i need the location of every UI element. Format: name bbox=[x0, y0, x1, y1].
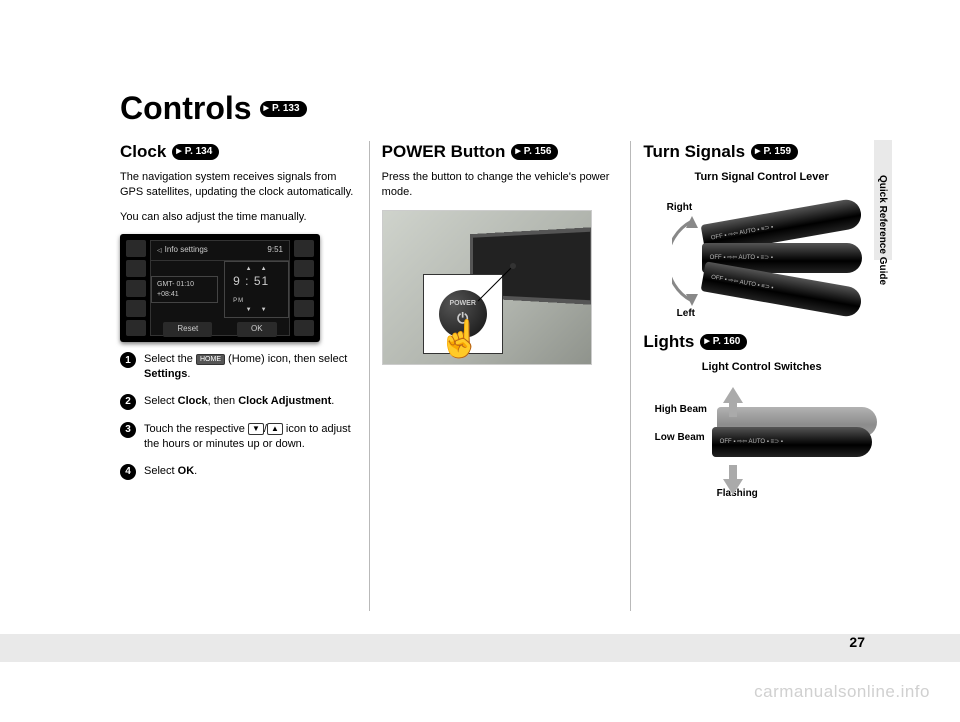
turn-lever-illustration: Right Left OFF ▪ ⇨⇦ AUTO ▪ ≡⊃ ▪ OFF ▪ ⇨⇦… bbox=[657, 191, 867, 321]
turn-arc bbox=[672, 216, 702, 306]
step-num-icon: 2 bbox=[120, 394, 136, 410]
lights-page-ref: P. 160 bbox=[700, 334, 747, 350]
power-para: Press the button to change the vehicle's… bbox=[382, 170, 619, 200]
lights-lever-illustration: High Beam Low Beam Flashing OFF ▪ ⇨⇦ AUT… bbox=[657, 381, 867, 511]
turn-heading-text: Turn Signals bbox=[643, 141, 745, 164]
step-4: 4 Select OK. bbox=[120, 464, 357, 480]
callout-line bbox=[383, 211, 592, 365]
side-label: Quick Reference Guide bbox=[877, 175, 888, 285]
step-1: 1 Select the HOME (Home) icon, then sele… bbox=[120, 352, 357, 382]
col-signals: Turn Signals P. 159 Turn Signal Control … bbox=[630, 141, 880, 611]
info-reset: Reset bbox=[163, 322, 212, 337]
step-2: 2 Select Clock, then Clock Adjustment. bbox=[120, 394, 357, 410]
info-gmt: GMT- 01:10 +08:41 bbox=[151, 276, 218, 303]
lights-heading: Lights P. 160 bbox=[643, 331, 880, 354]
watermark: carmanualsonline.info bbox=[754, 682, 930, 702]
info-top-left: Info settings bbox=[165, 245, 208, 256]
page-number: 27 bbox=[849, 634, 865, 650]
step-num-icon: 1 bbox=[120, 352, 136, 368]
col-power: POWER Button P. 156 Press the button to … bbox=[369, 141, 631, 611]
page-title: Controls P. 133 bbox=[120, 90, 880, 127]
col-clock: Clock P. 134 The navigation system recei… bbox=[120, 141, 369, 611]
info-time: ▲ ▲ 9 : 51 PM ▼ ▼ bbox=[224, 261, 289, 318]
power-illustration: POWER ⏻ ☝ bbox=[382, 210, 592, 365]
step-num-icon: 3 bbox=[120, 422, 136, 438]
turn-caption: Turn Signal Control Lever bbox=[643, 170, 880, 185]
home-icon: HOME bbox=[196, 354, 225, 365]
content-columns: Clock P. 134 The navigation system recei… bbox=[120, 141, 880, 611]
turn-page-ref: P. 159 bbox=[751, 144, 798, 160]
turn-heading: Turn Signals P. 159 bbox=[643, 141, 880, 164]
step-num-icon: 4 bbox=[120, 464, 136, 480]
clock-page-ref: P. 134 bbox=[172, 144, 219, 160]
infotainment-mock: ◁Info settings 9:51 GMT- 01:10 +08:41 ▲ … bbox=[120, 234, 320, 342]
step-3: 3 Touch the respective ▼/▲ icon to adjus… bbox=[120, 422, 357, 452]
clock-heading: Clock P. 134 bbox=[120, 141, 357, 164]
down-arrow-icon: ▼ bbox=[248, 423, 264, 435]
lights-arrows bbox=[717, 387, 757, 497]
clock-para1: The navigation system receives signals f… bbox=[120, 170, 357, 200]
clock-steps: 1 Select the HOME (Home) icon, then sele… bbox=[120, 352, 357, 479]
manual-page: Controls P. 133 Clock P. 134 The navigat… bbox=[120, 90, 880, 610]
title-text: Controls bbox=[120, 90, 252, 127]
label-high-beam: High Beam bbox=[655, 403, 707, 417]
power-heading-text: POWER Button bbox=[382, 141, 506, 164]
power-heading: POWER Button P. 156 bbox=[382, 141, 619, 164]
title-page-ref: P. 133 bbox=[260, 101, 307, 117]
clock-heading-text: Clock bbox=[120, 141, 166, 164]
up-arrow-icon: ▲ bbox=[267, 423, 283, 435]
lights-caption: Light Control Switches bbox=[643, 360, 880, 375]
info-side-left bbox=[126, 240, 146, 336]
info-side-right bbox=[294, 240, 314, 336]
footer-band bbox=[0, 634, 960, 662]
power-page-ref: P. 156 bbox=[511, 144, 558, 160]
lights-heading-text: Lights bbox=[643, 331, 694, 354]
clock-para2: You can also adjust the time manually. bbox=[120, 210, 357, 225]
info-top-right: 9:51 bbox=[267, 245, 283, 256]
label-left: Left bbox=[677, 307, 695, 321]
info-main: ◁Info settings 9:51 GMT- 01:10 +08:41 ▲ … bbox=[150, 240, 290, 336]
info-ok: OK bbox=[237, 322, 277, 337]
label-low-beam: Low Beam bbox=[655, 431, 705, 445]
label-right: Right bbox=[667, 201, 693, 215]
